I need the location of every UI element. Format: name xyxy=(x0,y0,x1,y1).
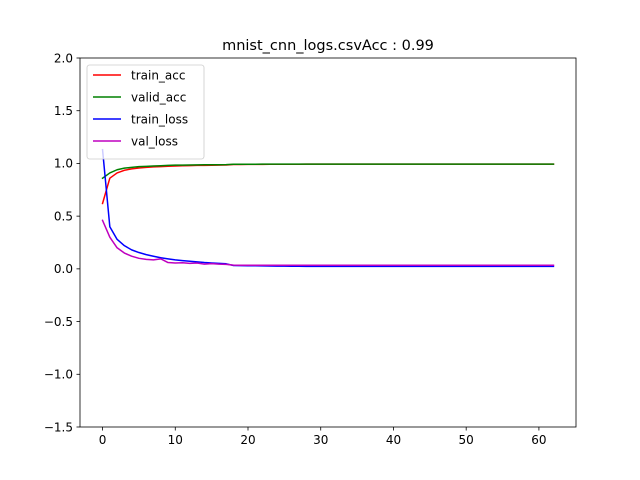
y-tick-label: 0.5 xyxy=(54,209,73,223)
x-tick-label: 0 xyxy=(99,433,107,447)
y-tick-label: −0.5 xyxy=(44,315,73,329)
series-layer xyxy=(101,148,555,268)
legend: train_acc valid_acc train_loss val_loss xyxy=(86,64,205,160)
chart-title: mnist_cnn_logs.csvAcc : 0.99 xyxy=(222,38,434,54)
legend-box xyxy=(86,64,205,160)
y-tick-label: 1.0 xyxy=(54,157,73,171)
x-tick-label: 20 xyxy=(240,433,255,447)
x-tick-label: 10 xyxy=(168,433,183,447)
legend-label: val_loss xyxy=(131,134,178,148)
y-tick-label: −1.0 xyxy=(44,368,73,382)
legend-label: train_loss xyxy=(131,112,188,126)
x-tick-label: 60 xyxy=(531,433,546,447)
y-tick-label: −1.5 xyxy=(44,420,73,434)
legend-label: train_acc xyxy=(131,68,185,82)
x-tick-label: 50 xyxy=(459,433,474,447)
legend-label: valid_acc xyxy=(131,90,186,104)
plot-frame xyxy=(79,57,577,428)
series-line-valid-acc xyxy=(101,163,555,180)
axes-layer: 0 10 20 30 40 50 60 −1.5 −1.0 −0.5 0.0 0.5 1.0 1.5 2.0 xyxy=(44,51,547,447)
y-tick-label: 2.0 xyxy=(54,51,73,65)
series-line-train-loss xyxy=(101,148,555,268)
y-tick-label: 0.0 xyxy=(54,262,73,276)
x-tick-label: 40 xyxy=(386,433,401,447)
x-tick-label: 30 xyxy=(313,433,328,447)
y-tick-label: 1.5 xyxy=(54,104,73,118)
series-line-val-loss xyxy=(101,219,555,267)
